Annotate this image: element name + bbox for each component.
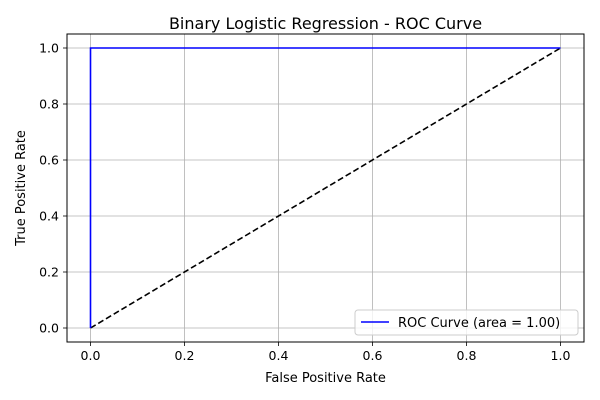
plot-series — [89, 47, 561, 329]
y-axis-label: True Positive Rate — [14, 130, 29, 247]
y-tick-label: 1.0 — [39, 41, 59, 56]
y-tick-label: 0.8 — [39, 97, 59, 112]
x-tick-label: 1.0 — [551, 348, 571, 363]
y-tick-label: 0.6 — [39, 153, 59, 168]
chart-title: Binary Logistic Regression - ROC Curve — [169, 14, 482, 33]
x-axis-label: False Positive Rate — [265, 371, 386, 386]
roc-curve-line — [89, 47, 561, 328]
legend-box — [354, 309, 579, 336]
x-tick-label: 0.0 — [81, 348, 101, 363]
x-tick-label: 0.2 — [175, 348, 195, 363]
y-tick-label: 0.4 — [39, 209, 59, 224]
y-tick-label: 0.2 — [39, 265, 59, 280]
plot-frame — [66, 33, 585, 343]
y-tick-label: 0.0 — [39, 321, 59, 336]
x-tick-label: 0.6 — [363, 348, 383, 363]
chance-diagonal-line — [90, 47, 561, 329]
axis-ticks: 0.0 0.2 0.4 0.6 0.8 1.0 0.0 0.2 0.4 0.6 0.8 1.0 — [39, 41, 570, 364]
x-tick-label: 0.4 — [269, 348, 289, 363]
legend-label-roc: ROC Curve (area = 1.00) — [398, 316, 560, 331]
x-tick-label: 0.8 — [457, 348, 477, 363]
legend: ROC Curve (area = 1.00) — [354, 309, 579, 336]
